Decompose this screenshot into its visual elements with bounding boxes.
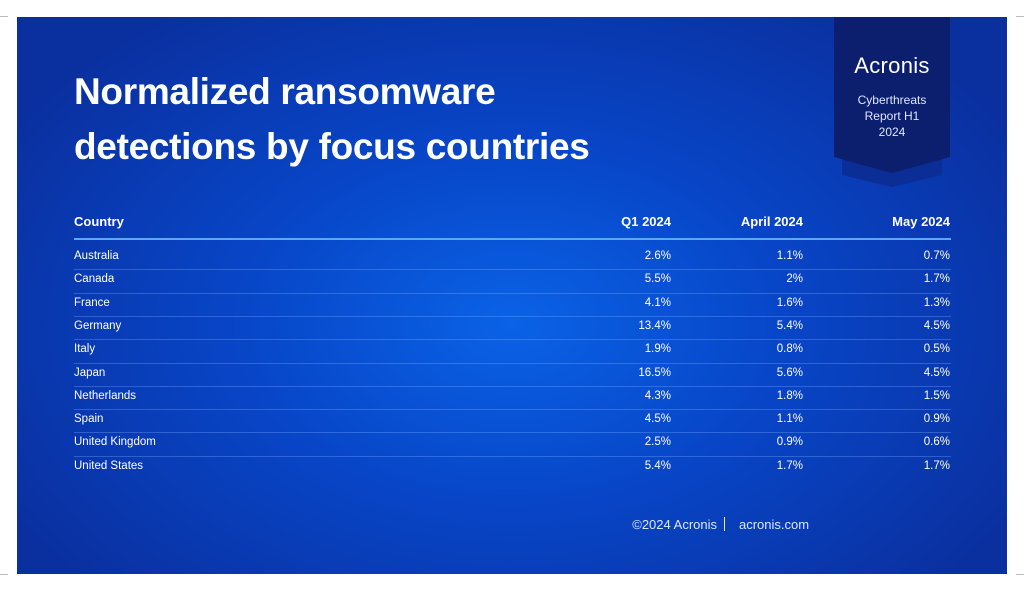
cell: 2.5%	[644, 436, 671, 449]
crop-mark	[1016, 16, 1024, 17]
row-label: Australia	[74, 250, 119, 262]
column-header: May 2024	[892, 214, 950, 229]
cell: 16.5%	[638, 366, 671, 379]
cell: 0.6%	[923, 436, 950, 449]
crop-mark	[1016, 574, 1024, 575]
row-label: Netherlands	[74, 389, 137, 402]
panel: Normalized ransomware detections by focu…	[17, 17, 1007, 574]
cell: 1.1%	[776, 250, 803, 262]
cell: 1.3%	[923, 296, 950, 309]
cell: 5.4%	[776, 319, 803, 332]
cell: 4.3%	[644, 389, 671, 402]
cell: 4.5%	[644, 413, 671, 426]
cell: 4.5%	[923, 366, 950, 379]
title-line: Normalized ransomware	[74, 71, 496, 112]
cell: 4.5%	[923, 319, 950, 332]
cell: 13.4%	[638, 319, 671, 332]
cell: 2.6%	[644, 250, 671, 262]
cell: 0.9%	[776, 436, 803, 449]
badge-subtitle: Report H1	[864, 109, 920, 123]
cell: 5.5%	[644, 273, 671, 286]
row-label: Canada	[74, 273, 115, 286]
cell: 0.7%	[923, 250, 950, 262]
cell: 5.4%	[644, 459, 671, 472]
header-rule	[74, 238, 951, 240]
row-divider	[74, 339, 951, 341]
badge-ribbon	[834, 17, 950, 187]
row-label: France	[74, 296, 110, 309]
cell: 1.1%	[776, 413, 803, 426]
column-header: April 2024	[740, 214, 803, 229]
cell: 1.6%	[776, 296, 803, 309]
cell: 1.5%	[923, 389, 950, 402]
row-label: United Kingdom	[74, 436, 156, 449]
crop-mark	[0, 574, 8, 575]
cell: 1.7%	[776, 459, 803, 472]
cell: 2%	[786, 273, 803, 286]
row-divider	[74, 432, 951, 434]
cell: 0.9%	[923, 413, 950, 426]
cell: 1.8%	[776, 389, 803, 402]
row-label: Germany	[74, 319, 122, 332]
footer-separator	[724, 517, 725, 531]
cell: 4.1%	[644, 296, 671, 309]
row-divider	[74, 292, 951, 294]
badge-subtitle: 2024	[878, 125, 906, 139]
column-header: Q1 2024	[621, 214, 671, 229]
cell: 0.5%	[923, 343, 950, 356]
badge-brand: Acronis	[854, 53, 930, 78]
footer-copyright: ©2024 Acronis	[632, 517, 717, 532]
title-line: detections by focus countries	[74, 126, 590, 167]
row-label: United States	[74, 459, 144, 472]
row-label: Japan	[74, 366, 106, 379]
row-divider	[74, 455, 951, 457]
row-divider	[74, 269, 951, 271]
row-divider	[74, 362, 951, 364]
cell: 1.7%	[923, 459, 950, 472]
column-header: Country	[74, 214, 124, 229]
row-label: Italy	[74, 343, 96, 356]
crop-mark	[0, 16, 8, 17]
cell: 1.7%	[923, 273, 950, 286]
cell: 1.9%	[644, 343, 671, 356]
row-label: Spain	[74, 413, 104, 426]
row-divider	[74, 385, 951, 387]
row-divider	[74, 409, 951, 411]
footer-website: acronis.com	[739, 517, 810, 532]
row-divider	[74, 315, 951, 317]
cell: 5.6%	[776, 366, 803, 379]
cell: 0.8%	[776, 343, 803, 356]
badge: Acronis Cyberthreats Report H1 2024	[834, 17, 950, 187]
badge-subtitle: Cyberthreats	[857, 93, 927, 107]
